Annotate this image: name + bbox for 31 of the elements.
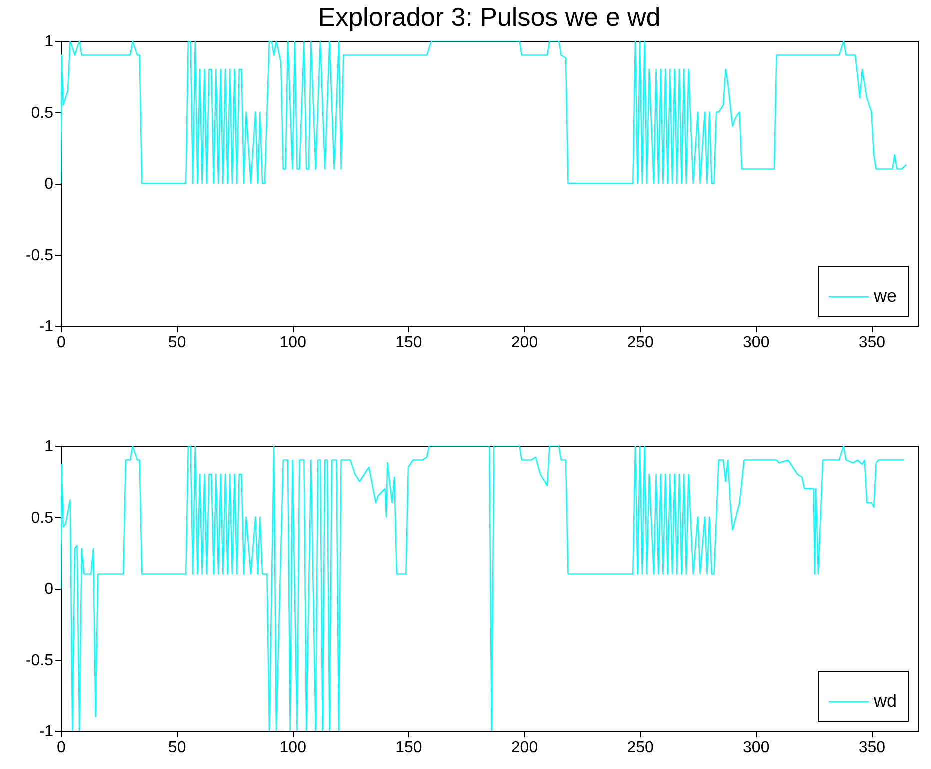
line-series — [61, 446, 905, 731]
x-tick-label: 150 — [396, 740, 422, 756]
y-tick-label: -0.5 — [26, 247, 54, 264]
x-tick-label: 150 — [396, 334, 422, 352]
y-tick-label: -1 — [39, 724, 54, 740]
y-tick-label: 0 — [44, 581, 54, 598]
x-tick-label: 50 — [168, 740, 186, 756]
x-tick-label: 350 — [858, 334, 886, 352]
line-series — [61, 41, 908, 184]
y-tick-label: 1 — [44, 34, 54, 50]
y-tick-label: 0.5 — [31, 104, 54, 122]
y-tick-label: 1 — [44, 438, 54, 456]
x-tick-label: 250 — [627, 740, 654, 756]
y-tick-label: -0.5 — [26, 652, 54, 670]
x-tick-label: 250 — [627, 334, 654, 352]
x-tick-label: 300 — [743, 334, 770, 352]
x-tick-label: 300 — [743, 740, 770, 756]
y-tick-label: 0.5 — [31, 510, 54, 527]
x-tick-label: 100 — [280, 740, 307, 756]
x-tick-label: 50 — [168, 334, 186, 352]
x-tick-label: 350 — [858, 740, 886, 756]
x-tick-label: 200 — [511, 740, 538, 756]
y-tick-label: 0 — [44, 176, 54, 193]
y-tick-label: -1 — [39, 318, 54, 336]
chart-title: Explorador 3: Pulsos we e wd — [318, 2, 661, 32]
x-tick-label: 200 — [511, 334, 538, 352]
x-tick-label: 0 — [57, 334, 66, 352]
x-tick-label: 100 — [280, 334, 307, 352]
legend-label: wd — [873, 691, 898, 711]
legend-label: we — [873, 286, 898, 306]
x-tick-label: 0 — [57, 740, 66, 756]
